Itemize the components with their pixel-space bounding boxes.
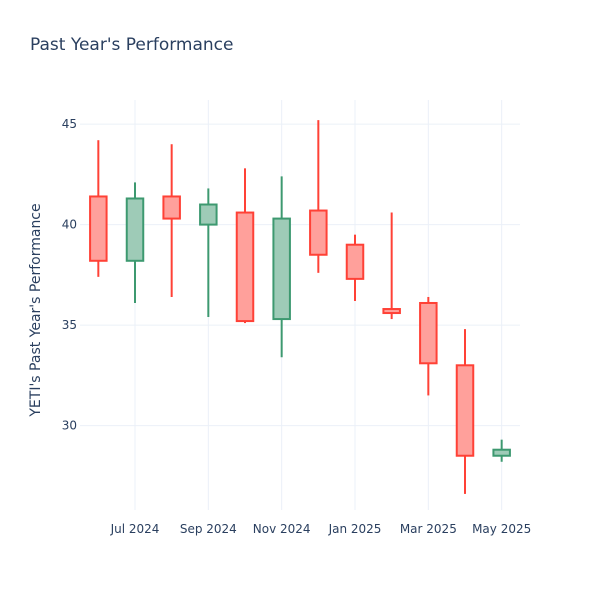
candle <box>309 120 328 273</box>
y-tick-label: 40 <box>62 218 77 232</box>
candle-body <box>419 301 438 365</box>
y-tick-label: 45 <box>62 117 77 131</box>
candle-body <box>235 211 255 323</box>
candle-body <box>309 209 328 256</box>
x-tick-label: May 2025 <box>472 522 531 536</box>
candle <box>89 140 108 277</box>
candles <box>89 120 511 494</box>
candle-body <box>125 197 145 262</box>
candle <box>199 188 218 318</box>
candle <box>419 296 438 396</box>
chart-title: Past Year's Performance <box>30 35 234 55</box>
x-tick-labels: Jul 2024 Sep 2024 Nov 2024 Jan 2025 Mar 2025… <box>110 522 532 536</box>
candle <box>492 439 511 462</box>
candle <box>162 144 181 297</box>
x-tick-label: Sep 2024 <box>180 522 237 536</box>
candle-body <box>382 308 401 315</box>
y-axis-label: YETI's Past Year's Performance <box>28 203 44 417</box>
candle <box>382 212 401 320</box>
candle-body <box>272 217 291 321</box>
candle-body <box>455 364 475 457</box>
candle <box>455 329 475 494</box>
x-tick-label: Mar 2025 <box>400 522 457 536</box>
candle <box>272 176 291 358</box>
candle-body <box>162 195 181 220</box>
x-tick-label: Jul 2024 <box>110 522 160 536</box>
candle-body <box>345 243 365 280</box>
y-tick-labels: 30 35 40 45 <box>62 117 77 432</box>
x-tick-label: Jan 2025 <box>328 522 382 536</box>
candle-body <box>199 203 218 226</box>
y-tick-label: 35 <box>62 318 77 332</box>
candle <box>345 234 365 301</box>
grid-layer <box>80 100 520 510</box>
candle <box>125 182 145 303</box>
candle <box>235 168 255 324</box>
candle-body <box>492 448 511 457</box>
x-tick-label: Nov 2024 <box>253 522 311 536</box>
candle-body <box>89 195 108 262</box>
y-tick-label: 30 <box>62 419 77 433</box>
